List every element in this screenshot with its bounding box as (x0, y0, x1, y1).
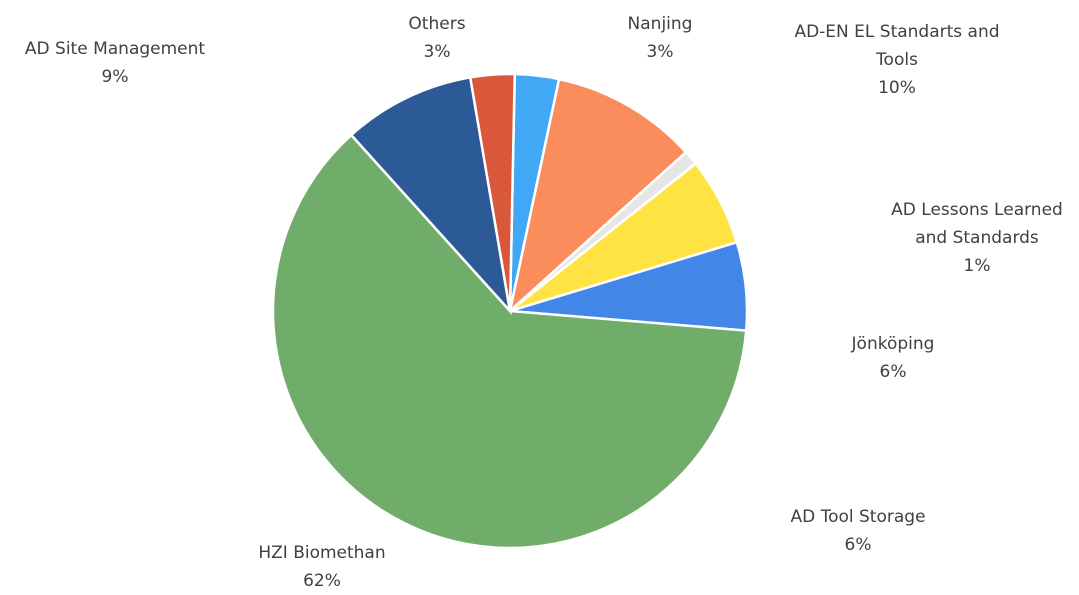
category-label: Nanjing (627, 14, 693, 34)
category-label: HZI Biomethan (258, 543, 386, 563)
category-label: AD Tool Storage (790, 507, 926, 527)
value-label: 3% (646, 42, 674, 62)
value-label: 6% (879, 362, 907, 382)
pie-slice (349, 75, 512, 316)
pie-slice (468, 72, 517, 312)
value-label: 62% (303, 571, 341, 591)
value-label: 3% (423, 42, 451, 62)
slice-label: Nanjing 3% (600, 10, 720, 66)
slice-label: HZI Biomethan 62% (222, 539, 422, 595)
category-label: AD-EN EL Standarts and Tools (794, 22, 1000, 70)
value-label: 1% (963, 256, 991, 276)
category-label: Others (408, 14, 466, 34)
pie-slice (507, 77, 688, 315)
category-label: AD Lessons Learned and Standards (891, 200, 1063, 248)
slice-label: AD Lessons Learned and Standards 1% (877, 196, 1077, 280)
pie-slice (271, 133, 748, 550)
value-label: 6% (844, 535, 872, 555)
slice-label: Jönköping 6% (823, 330, 963, 386)
category-label: Jönköping (851, 334, 935, 354)
value-label: 9% (101, 67, 129, 87)
category-label: AD Site Management (24, 39, 206, 59)
slice-label: Others 3% (377, 10, 497, 66)
slice-label: AD Site Management 9% (0, 35, 235, 91)
slice-label: AD-EN EL Standarts and Tools 10% (772, 18, 1022, 102)
slice-label: AD Tool Storage 6% (758, 503, 958, 559)
value-label: 10% (878, 78, 916, 98)
